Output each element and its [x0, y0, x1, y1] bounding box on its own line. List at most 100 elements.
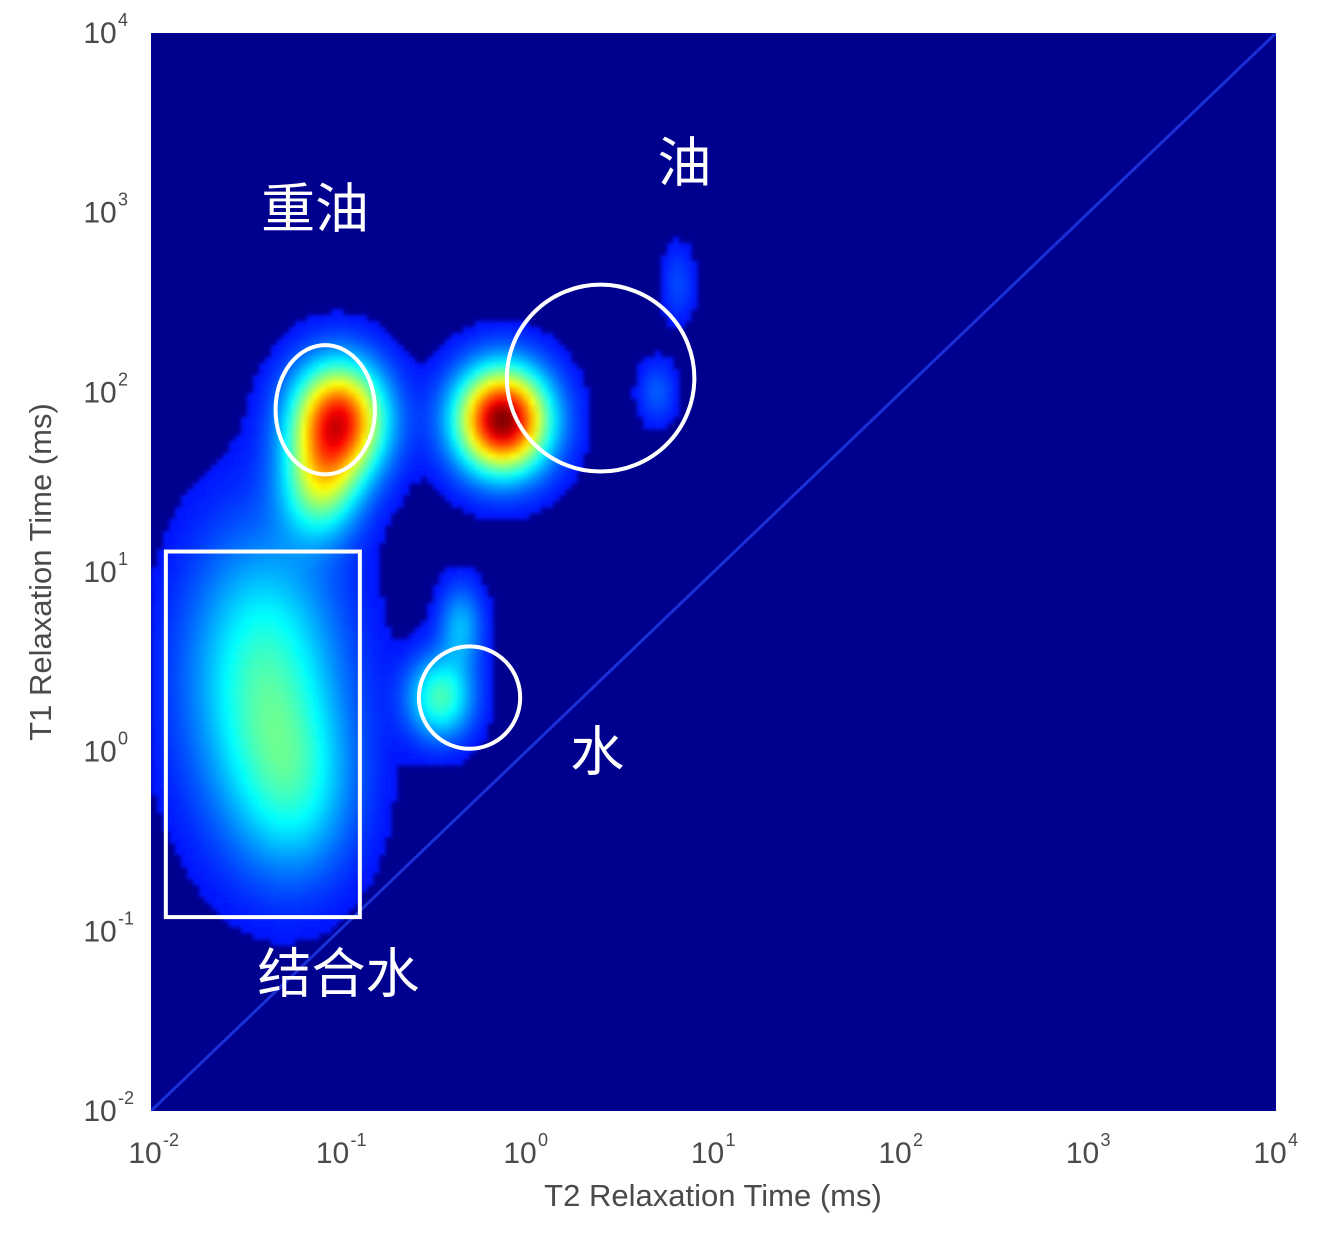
- heatmap-cell: [517, 501, 524, 508]
- heatmap-cell: [301, 933, 308, 940]
- heatmap-cell: [151, 723, 158, 730]
- heatmap-cell: [469, 609, 476, 616]
- heatmap-cell: [247, 687, 254, 694]
- heatmap-cell: [373, 471, 380, 478]
- heatmap-cell: [451, 597, 458, 604]
- heatmap-cell: [433, 363, 440, 370]
- heatmap-cell: [325, 705, 332, 712]
- heatmap-cell: [511, 447, 518, 454]
- heatmap-cell: [271, 429, 278, 436]
- heatmap-cell: [391, 645, 398, 652]
- heatmap-cell: [385, 633, 392, 640]
- heatmap-cell: [337, 501, 344, 508]
- heatmap-cell: [253, 813, 260, 820]
- heatmap-cell: [187, 597, 194, 604]
- heatmap-cell: [205, 477, 212, 484]
- heatmap-cell: [469, 687, 476, 694]
- heatmap-cell: [319, 825, 326, 832]
- heatmap-cell: [229, 897, 236, 904]
- heatmap-cell: [211, 783, 218, 790]
- heatmap-cell: [673, 303, 680, 310]
- heatmap-cell: [205, 591, 212, 598]
- heatmap-cell: [391, 357, 398, 364]
- heatmap-cell: [361, 885, 368, 892]
- heatmap-cell: [211, 861, 218, 868]
- heatmap-cell: [265, 699, 272, 706]
- heatmap-cell: [181, 501, 188, 508]
- heatmap-cell: [265, 411, 272, 418]
- heatmap-cell: [457, 741, 464, 748]
- heatmap-cell: [211, 801, 218, 808]
- heatmap-cell: [307, 441, 314, 448]
- heatmap-cell: [277, 897, 284, 904]
- heatmap-cell: [199, 891, 206, 898]
- heatmap-cell: [427, 471, 434, 478]
- heatmap-cell: [205, 603, 212, 610]
- heatmap-cell: [319, 579, 326, 586]
- heatmap-cell: [229, 693, 236, 700]
- heatmap-cell: [187, 495, 194, 502]
- heatmap-cell: [235, 729, 242, 736]
- heatmap-cell: [451, 429, 458, 436]
- heatmap-cell: [193, 729, 200, 736]
- heatmap-cell: [307, 885, 314, 892]
- heatmap-cell: [415, 459, 422, 466]
- heatmap-cell: [673, 411, 680, 418]
- heatmap-cell: [283, 405, 290, 412]
- heatmap-cell: [523, 381, 530, 388]
- heatmap-cell: [373, 717, 380, 724]
- heatmap-cell: [427, 375, 434, 382]
- heatmap-cell: [451, 753, 458, 760]
- heatmap-cell: [295, 927, 302, 934]
- heatmap-cell: [517, 393, 524, 400]
- heatmap-cell: [337, 633, 344, 640]
- heatmap-cell: [277, 789, 284, 796]
- heatmap-cell: [247, 819, 254, 826]
- heatmap-cell: [427, 627, 434, 634]
- heatmap-cell: [289, 783, 296, 790]
- heatmap-cell: [397, 423, 404, 430]
- heatmap-cell: [337, 399, 344, 406]
- heatmap-cell: [661, 279, 668, 286]
- heatmap-cell: [391, 471, 398, 478]
- heatmap-cell: [169, 567, 176, 574]
- heatmap-cell: [319, 405, 326, 412]
- heatmap-cell: [559, 357, 566, 364]
- heatmap-cell: [421, 369, 428, 376]
- heatmap-cell: [229, 477, 236, 484]
- heatmap-cell: [547, 489, 554, 496]
- heatmap-cell: [253, 399, 260, 406]
- heatmap-cell: [463, 735, 470, 742]
- heatmap-cell: [295, 447, 302, 454]
- heatmap-cell: [469, 633, 476, 640]
- heatmap-cell: [481, 483, 488, 490]
- heatmap-cell: [565, 387, 572, 394]
- heatmap-cell: [301, 597, 308, 604]
- heatmap-cell: [367, 453, 374, 460]
- heatmap-cell: [469, 369, 476, 376]
- heatmap-cell: [187, 777, 194, 784]
- heatmap-cell: [259, 927, 266, 934]
- heatmap-cell: [229, 603, 236, 610]
- heatmap-cell: [361, 333, 368, 340]
- heatmap-cell: [661, 375, 668, 382]
- heatmap-cell: [361, 819, 368, 826]
- heatmap-cell: [373, 597, 380, 604]
- heatmap-cell: [199, 561, 206, 568]
- heatmap-cell: [679, 243, 686, 250]
- heatmap-cell: [469, 507, 476, 514]
- heatmap-cell: [457, 687, 464, 694]
- heatmap-cell: [223, 537, 230, 544]
- heatmap-cell: [361, 429, 368, 436]
- heatmap-cell: [475, 729, 482, 736]
- heatmap-cell: [319, 921, 326, 928]
- heatmap-cell: [271, 753, 278, 760]
- heatmap-cell: [577, 435, 584, 442]
- heatmap-cell: [283, 723, 290, 730]
- heatmap-cell: [325, 663, 332, 670]
- heatmap-cell: [259, 747, 266, 754]
- heatmap-cell: [229, 657, 236, 664]
- heatmap-cell: [307, 867, 314, 874]
- heatmap-cell: [283, 399, 290, 406]
- heatmap-cell: [571, 435, 578, 442]
